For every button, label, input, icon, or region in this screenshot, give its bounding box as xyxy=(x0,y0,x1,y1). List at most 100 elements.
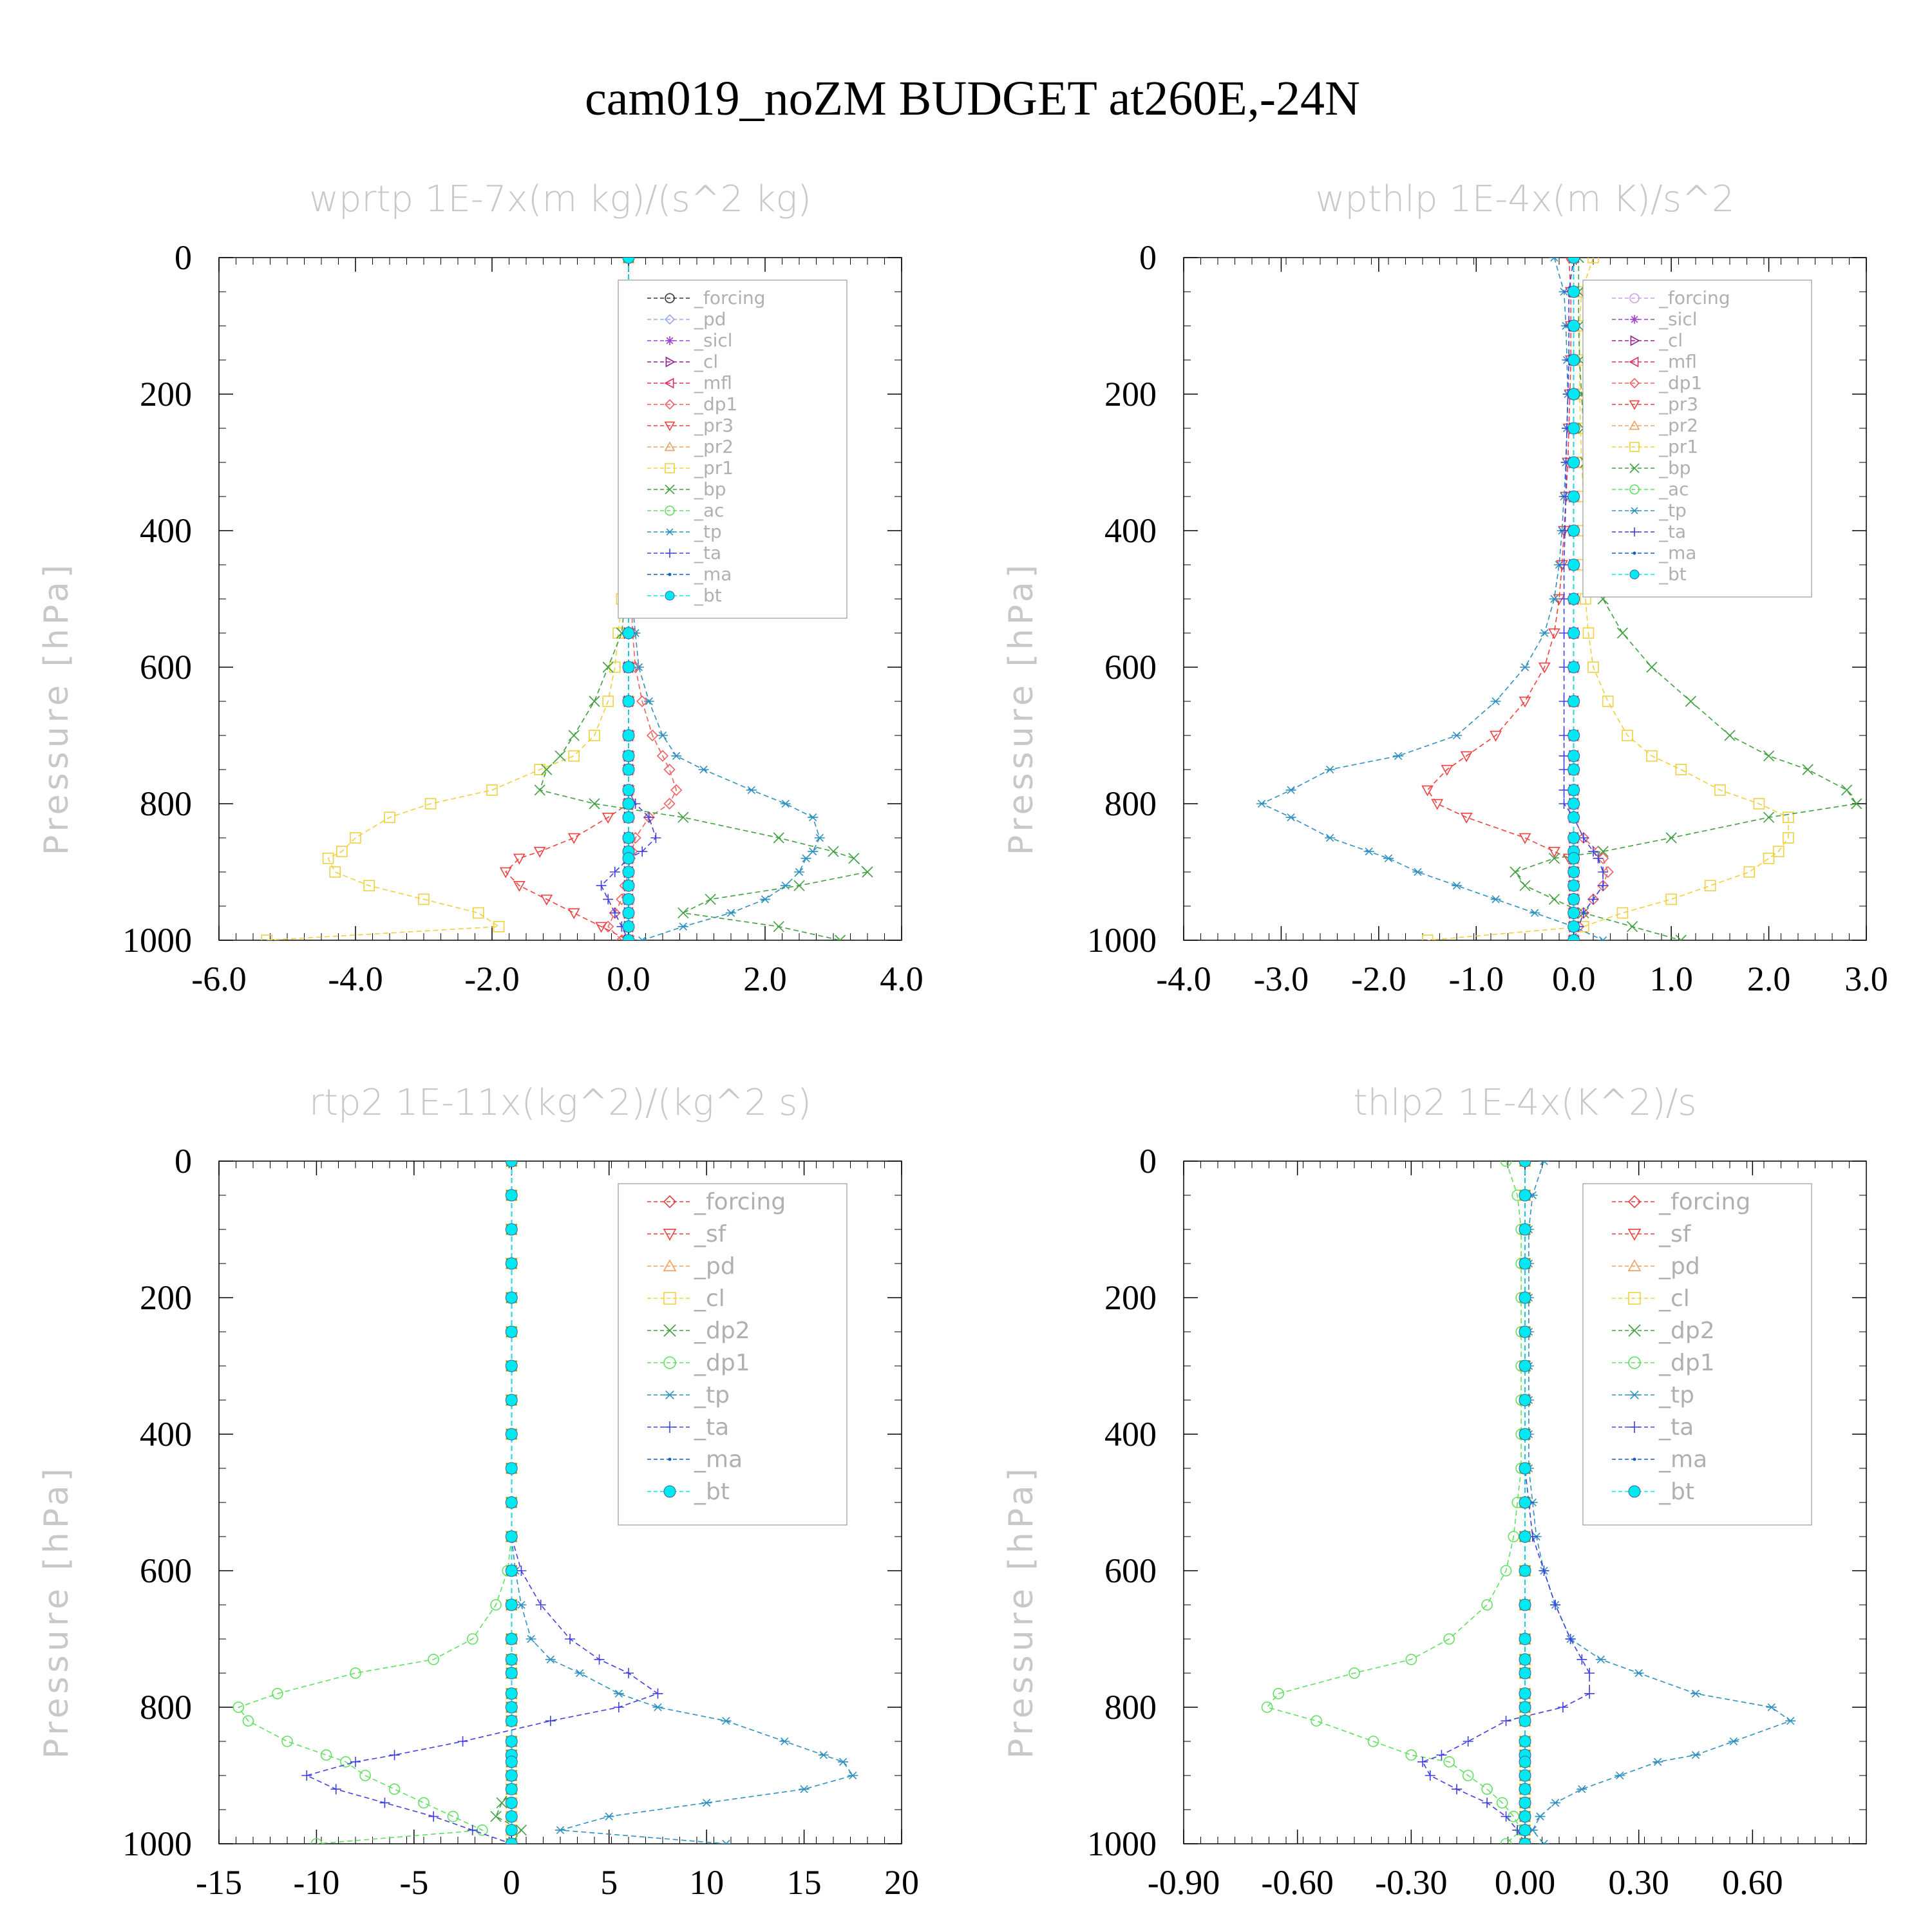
legend-marker xyxy=(663,1259,677,1271)
legend-marker xyxy=(1633,551,1636,555)
data-point-bt xyxy=(1519,1687,1531,1700)
data-point-ta xyxy=(1558,662,1569,672)
legend-marker xyxy=(1630,527,1639,536)
data-point-tp xyxy=(838,1757,849,1766)
data-point-dp1 xyxy=(1443,1633,1455,1645)
data-point-bt xyxy=(622,661,635,674)
legend-marker xyxy=(1629,420,1640,430)
y-tick-label: 600 xyxy=(140,1551,192,1590)
data-point-pr3 xyxy=(1548,847,1560,858)
data-point-bt xyxy=(622,893,635,905)
legend-marker xyxy=(1627,1195,1642,1209)
legend-marker xyxy=(663,1485,676,1498)
chart-panel: wprtp 1E-7x(m kg)/(s^2 kg) Pressure [hPa]… xyxy=(37,178,923,998)
data-point-dp1 xyxy=(320,1749,332,1761)
data-point-bp xyxy=(589,798,600,810)
data-point-ta xyxy=(535,1600,546,1610)
data-point-bt xyxy=(1519,1810,1531,1823)
data-point-dp1 xyxy=(646,729,659,742)
data-point-dp1 xyxy=(636,695,649,708)
data-point-tp xyxy=(1633,1669,1644,1678)
legend-label: _bt xyxy=(1658,1479,1694,1505)
data-point-bt xyxy=(622,852,635,865)
data-point-bt xyxy=(1519,1257,1531,1270)
data-point-ta xyxy=(643,812,654,823)
data-point-bp xyxy=(1685,696,1696,707)
data-point-tp xyxy=(671,752,682,760)
data-point-pr1 xyxy=(1421,934,1434,940)
data-point-pr1 xyxy=(1665,893,1677,905)
data-point-bp xyxy=(835,934,846,940)
data-point-ta xyxy=(1593,853,1604,864)
legend-label: _ma xyxy=(694,564,732,585)
data-point-tp xyxy=(545,1655,556,1663)
series-line-ta xyxy=(1421,1161,1590,1844)
data-point-tp xyxy=(1412,867,1423,876)
data-point-ta xyxy=(1584,1668,1595,1678)
x-tick-label: 0 xyxy=(503,1863,520,1902)
data-point-bp xyxy=(541,764,553,775)
legend-marker xyxy=(1629,569,1640,580)
data-point-tp xyxy=(1363,848,1374,856)
series-line-dp1 xyxy=(238,1161,513,1844)
data-point-pr1 xyxy=(568,750,580,762)
x-tick-label: 10 xyxy=(689,1863,724,1902)
data-point-tp xyxy=(516,1600,527,1609)
data-point-bp xyxy=(1597,846,1609,857)
data-point-bp xyxy=(1616,627,1628,639)
data-point-bt xyxy=(505,1837,518,1844)
legend-marker xyxy=(1628,1324,1641,1337)
legend-marker xyxy=(665,336,674,345)
data-point-pr1 xyxy=(1646,750,1658,762)
x-tick-label: -2.0 xyxy=(464,960,519,998)
data-point-tp xyxy=(780,799,791,808)
y-tick-label: 0 xyxy=(175,238,192,277)
data-point-tp xyxy=(1490,697,1501,706)
data-point-pr3 xyxy=(1421,785,1434,797)
data-point-pr3 xyxy=(1431,799,1444,810)
y-axis-label: Pressure [hPa] xyxy=(37,561,76,855)
data-point-dp1 xyxy=(388,1783,401,1795)
data-point-dp2 xyxy=(490,1811,502,1823)
legend-marker xyxy=(1629,1421,1640,1433)
x-tick-label: 3.0 xyxy=(1844,960,1888,998)
data-point-ta xyxy=(637,846,648,857)
legend-box xyxy=(618,1183,848,1526)
legend-label: _dp1 xyxy=(1658,372,1702,393)
data-point-dp1 xyxy=(428,1654,439,1665)
data-point-pr3 xyxy=(1538,662,1551,674)
data-point-bt xyxy=(505,1325,518,1338)
data-point-tp xyxy=(1577,1785,1587,1794)
data-point-tp xyxy=(526,1634,536,1643)
data-point-tp xyxy=(818,1751,829,1759)
data-point-dp1 xyxy=(490,1599,502,1611)
data-point-bt xyxy=(1519,1496,1531,1509)
y-tick-label: 0 xyxy=(175,1142,192,1180)
data-point-tp xyxy=(746,786,757,794)
data-point-ta xyxy=(1558,764,1569,775)
data-point-tp xyxy=(1539,1161,1549,1166)
legend-marker xyxy=(1629,1390,1640,1399)
data-point-ta xyxy=(1558,784,1569,795)
data-point-tp xyxy=(1766,1703,1777,1712)
data-point-bt xyxy=(505,1359,518,1372)
data-point-bt xyxy=(505,1687,518,1700)
data-point-bt xyxy=(505,1189,518,1202)
data-point-tp xyxy=(1490,895,1501,904)
x-tick-label: -2.0 xyxy=(1351,960,1406,998)
legend-marker xyxy=(663,1229,677,1241)
data-point-pr3 xyxy=(540,895,553,906)
x-tick-label: -4.0 xyxy=(1156,960,1211,998)
data-point-bt xyxy=(505,1496,518,1509)
panel-title: wpthlp 1E-4x(m K)/s^2 xyxy=(1315,178,1734,220)
data-point-tp xyxy=(1285,813,1296,822)
legend-marker xyxy=(663,1356,676,1369)
data-point-bp xyxy=(705,893,716,905)
legend-marker xyxy=(1629,442,1640,452)
x-tick-label: -0.60 xyxy=(1261,1863,1333,1902)
data-point-bt xyxy=(1567,558,1580,571)
data-point-tp xyxy=(808,848,819,856)
data-point-bt xyxy=(1567,695,1580,708)
data-point-pr1 xyxy=(424,798,437,810)
legend-label: _bp xyxy=(694,478,726,500)
